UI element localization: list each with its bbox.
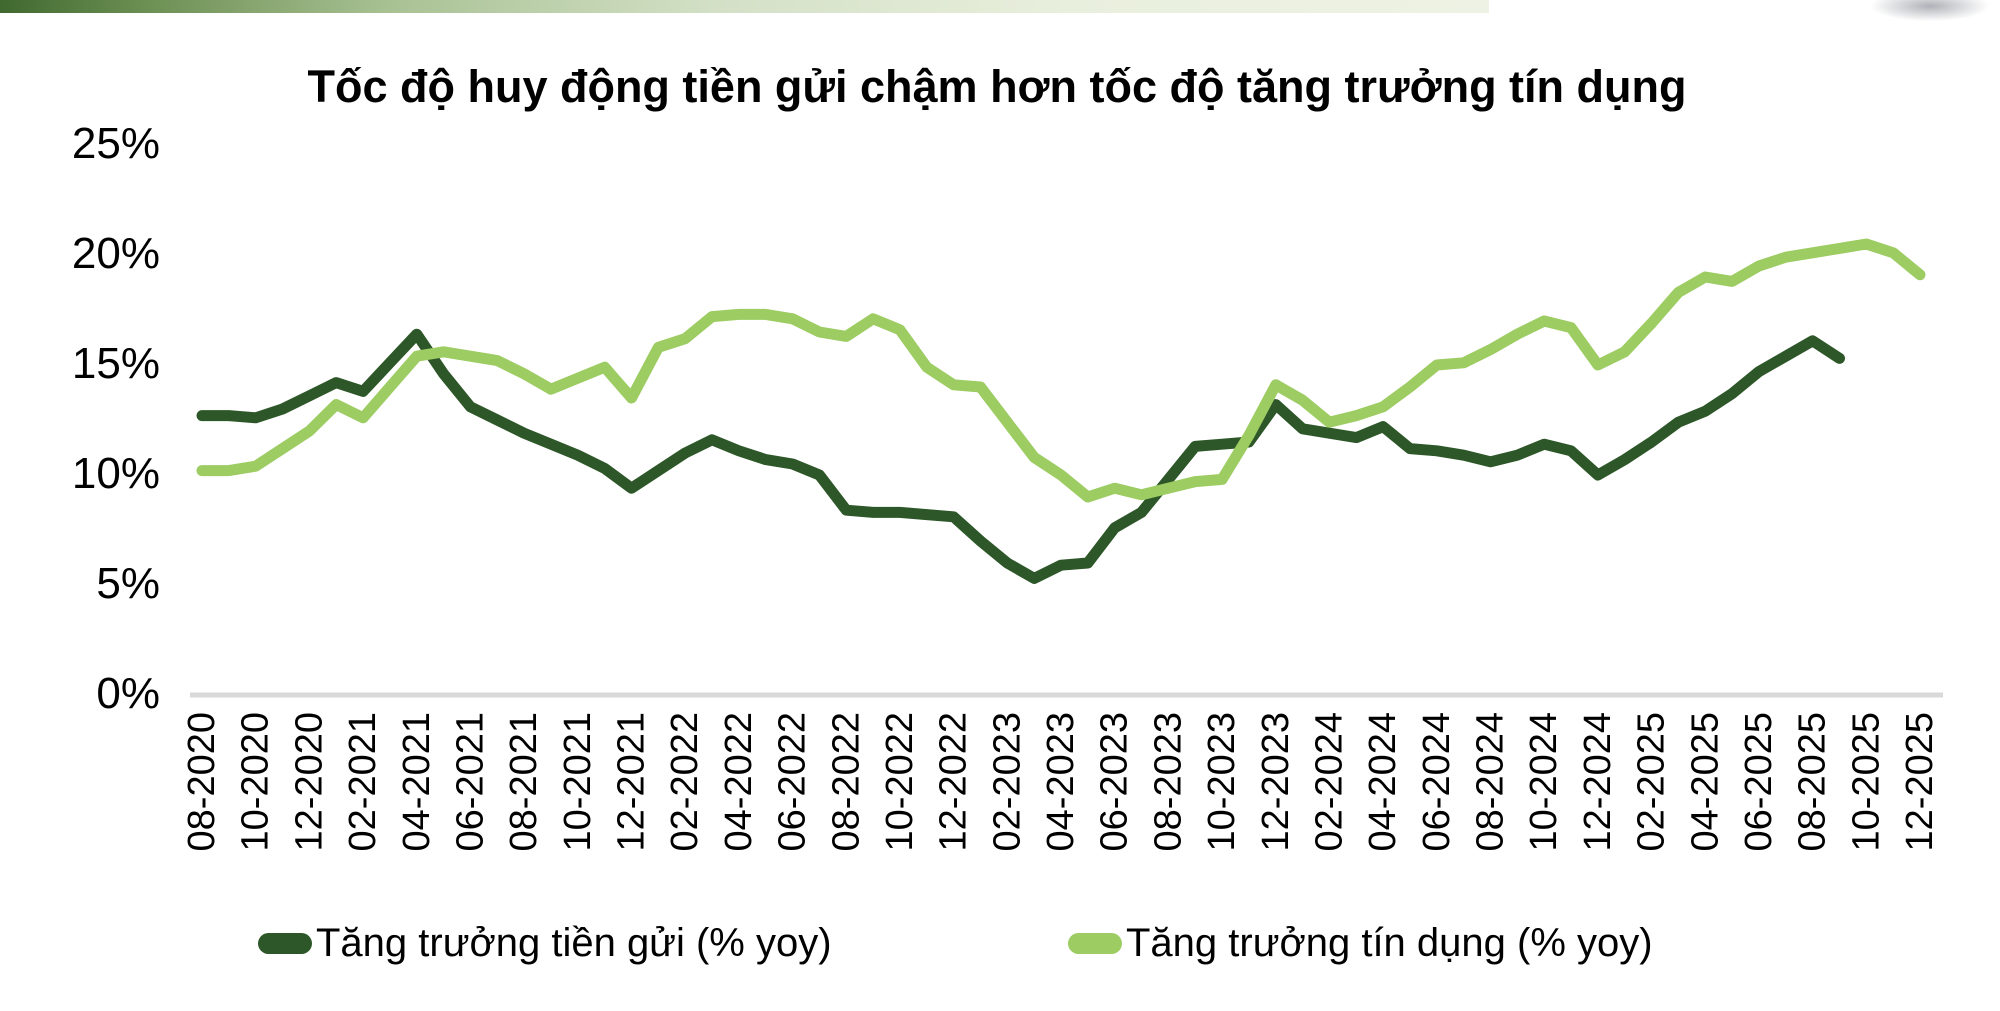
x-axis-label: 10-2020 [235,712,277,851]
x-axis-label: 06-2021 [449,712,491,851]
chart-title: Tốc độ huy động tiền gửi chậm hơn tốc độ… [307,61,1687,112]
x-axis-label: 10-2024 [1523,712,1565,851]
y-axis-label: 0% [96,669,160,718]
x-axis-label: 12-2020 [288,712,330,851]
x-axis-label: 06-2024 [1416,712,1458,851]
corner-shadow [1845,0,2000,28]
x-axis-label: 06-2025 [1738,712,1780,851]
legend-label: Tăng trưởng tiền gửi (% yoy) [316,920,832,965]
deposit-growth-line [196,328,1845,584]
y-axis-label: 15% [71,339,160,388]
x-axis-label: 12-2022 [933,712,975,851]
x-axis-label: 12-2023 [1255,712,1297,851]
y-axis-label: 10% [71,449,160,498]
y-axis-label: 5% [96,559,160,608]
x-axis-label: 04-2022 [718,712,760,851]
x-axis-label: 08-2020 [181,712,223,851]
x-axis-label: 02-2024 [1308,712,1350,851]
x-axis-label: 10-2025 [1845,712,1887,851]
decorative-top-bar [0,0,1489,13]
x-axis-label: 12-2021 [611,712,653,851]
x-axis-label: 04-2025 [1684,712,1726,851]
x-axis-label: 06-2022 [772,712,814,851]
x-axis-label: 08-2024 [1470,712,1512,851]
x-axis-label: 02-2021 [342,712,384,851]
x-axis-label: 08-2021 [503,712,545,851]
x-axis-label: 10-2021 [557,712,599,851]
x-axis-label: 02-2022 [664,712,706,851]
x-axis-label: 04-2021 [396,712,438,851]
legend-line-swatch [258,932,312,954]
x-axis-label: 08-2022 [825,712,867,851]
legend-label: Tăng trưởng tín dụng (% yoy) [1126,920,1653,965]
x-axis-label: 04-2024 [1362,712,1404,851]
x-axis-label: 08-2023 [1147,712,1189,851]
x-axis-label: 12-2024 [1577,712,1619,851]
x-axis-label: 12-2025 [1899,712,1941,851]
x-axis-label: 02-2023 [986,712,1028,851]
chart-legend: Tăng trưởng tiền gửi (% yoy) Tăng trưởng … [0,916,2000,970]
y-axis-label: 25% [71,119,160,168]
legend-item-credit-growth: Tăng trưởng tín dụng (% yoy) [1068,916,1653,970]
x-axis-label: 06-2023 [1094,712,1136,851]
x-axis-label: 10-2022 [879,712,921,851]
y-axis-label: 20% [71,229,160,278]
x-axis-label: 08-2025 [1792,712,1834,851]
x-axis-label: 02-2025 [1631,712,1673,851]
legend-item-deposit-growth: Tăng trưởng tiền gửi (% yoy) [258,916,832,970]
credit-growth-line [196,238,1926,503]
y-axis: 0% 5% 10% 15% 20% 25% [0,0,160,1011]
x-axis-label: 10-2023 [1201,712,1243,851]
x-axis-label: 04-2023 [1040,712,1082,851]
legend-line-swatch [1068,932,1122,954]
